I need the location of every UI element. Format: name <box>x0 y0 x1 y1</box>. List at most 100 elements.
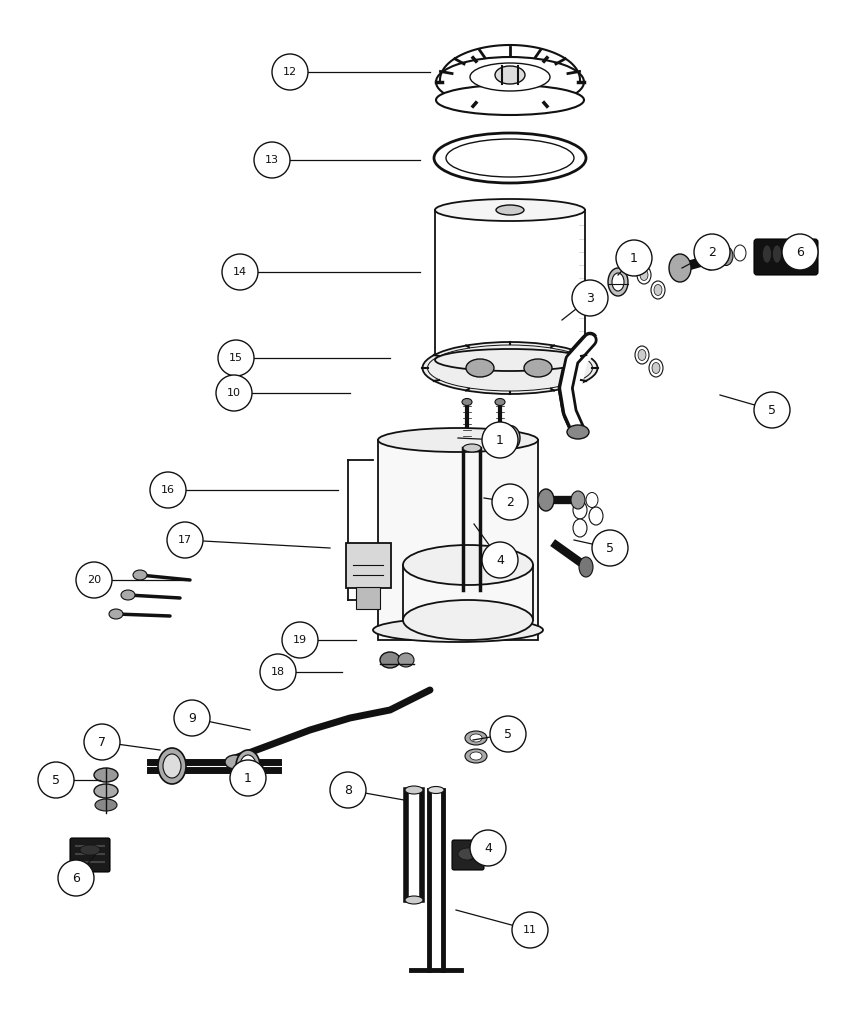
Circle shape <box>482 422 518 458</box>
Circle shape <box>272 54 308 90</box>
Ellipse shape <box>500 426 520 451</box>
Circle shape <box>330 772 366 808</box>
Ellipse shape <box>240 755 256 777</box>
Ellipse shape <box>579 557 593 577</box>
Ellipse shape <box>434 133 586 183</box>
Ellipse shape <box>734 245 746 261</box>
Text: 2: 2 <box>708 246 716 258</box>
Circle shape <box>218 340 254 376</box>
Text: 12: 12 <box>283 67 297 77</box>
Ellipse shape <box>635 346 649 364</box>
Ellipse shape <box>436 85 584 115</box>
Ellipse shape <box>378 428 538 452</box>
Circle shape <box>254 142 290 178</box>
Circle shape <box>38 762 74 798</box>
Ellipse shape <box>567 425 589 439</box>
Ellipse shape <box>640 269 648 281</box>
Ellipse shape <box>121 590 135 600</box>
Ellipse shape <box>465 731 487 745</box>
Text: 1: 1 <box>496 433 504 446</box>
Ellipse shape <box>573 519 587 537</box>
Ellipse shape <box>538 489 554 511</box>
Ellipse shape <box>649 359 663 377</box>
Ellipse shape <box>380 652 400 668</box>
Ellipse shape <box>427 345 593 391</box>
Ellipse shape <box>496 205 524 215</box>
Circle shape <box>754 392 790 428</box>
Circle shape <box>490 716 526 752</box>
Circle shape <box>572 280 608 316</box>
Ellipse shape <box>95 799 117 811</box>
Ellipse shape <box>403 600 533 640</box>
Ellipse shape <box>398 653 414 667</box>
Ellipse shape <box>470 63 550 91</box>
Ellipse shape <box>109 609 123 618</box>
Ellipse shape <box>405 896 423 904</box>
Circle shape <box>150 472 186 508</box>
Circle shape <box>482 542 518 578</box>
Circle shape <box>58 860 94 896</box>
Ellipse shape <box>463 444 481 452</box>
Ellipse shape <box>94 784 118 798</box>
Text: 10: 10 <box>227 388 241 398</box>
Text: 5: 5 <box>768 403 776 417</box>
Ellipse shape <box>403 545 533 585</box>
Ellipse shape <box>589 507 603 525</box>
Circle shape <box>470 830 506 866</box>
Ellipse shape <box>495 398 505 406</box>
Ellipse shape <box>435 349 585 371</box>
Ellipse shape <box>465 749 487 763</box>
Text: 8: 8 <box>344 783 352 797</box>
Ellipse shape <box>524 359 552 377</box>
Text: 7: 7 <box>98 735 106 749</box>
Ellipse shape <box>225 755 245 769</box>
Ellipse shape <box>573 501 587 519</box>
FancyBboxPatch shape <box>70 838 110 872</box>
Circle shape <box>782 234 818 270</box>
Ellipse shape <box>458 848 478 860</box>
Circle shape <box>260 654 296 690</box>
Ellipse shape <box>466 359 494 377</box>
Text: 5: 5 <box>504 727 512 740</box>
Circle shape <box>492 484 528 520</box>
Text: 19: 19 <box>293 635 307 645</box>
Ellipse shape <box>792 245 802 263</box>
Ellipse shape <box>470 734 482 742</box>
Ellipse shape <box>133 570 147 580</box>
FancyBboxPatch shape <box>452 840 484 870</box>
Ellipse shape <box>612 273 624 291</box>
Text: 15: 15 <box>229 353 243 362</box>
Ellipse shape <box>446 139 574 177</box>
Text: 2: 2 <box>506 496 514 509</box>
Text: 14: 14 <box>233 267 247 278</box>
Text: 17: 17 <box>178 535 192 545</box>
Bar <box>346 543 391 588</box>
Circle shape <box>167 522 203 558</box>
Circle shape <box>84 724 120 760</box>
Ellipse shape <box>782 245 792 263</box>
Text: 9: 9 <box>188 712 196 725</box>
Ellipse shape <box>435 199 585 221</box>
Text: 1: 1 <box>630 252 638 264</box>
Text: 1: 1 <box>244 771 252 784</box>
Ellipse shape <box>763 245 771 263</box>
Ellipse shape <box>163 754 181 778</box>
Circle shape <box>76 562 112 598</box>
Text: 5: 5 <box>52 773 60 786</box>
Bar <box>378 440 538 640</box>
Ellipse shape <box>586 493 598 508</box>
Text: 18: 18 <box>271 667 285 677</box>
Ellipse shape <box>652 362 660 374</box>
Ellipse shape <box>801 245 809 263</box>
Ellipse shape <box>719 247 733 265</box>
Circle shape <box>216 375 252 411</box>
Ellipse shape <box>637 266 651 284</box>
Ellipse shape <box>772 245 781 263</box>
FancyBboxPatch shape <box>754 239 818 275</box>
Ellipse shape <box>608 268 628 296</box>
Text: 4: 4 <box>484 842 492 854</box>
Ellipse shape <box>236 750 260 782</box>
Ellipse shape <box>422 342 598 394</box>
Circle shape <box>174 700 210 736</box>
Ellipse shape <box>638 349 646 360</box>
